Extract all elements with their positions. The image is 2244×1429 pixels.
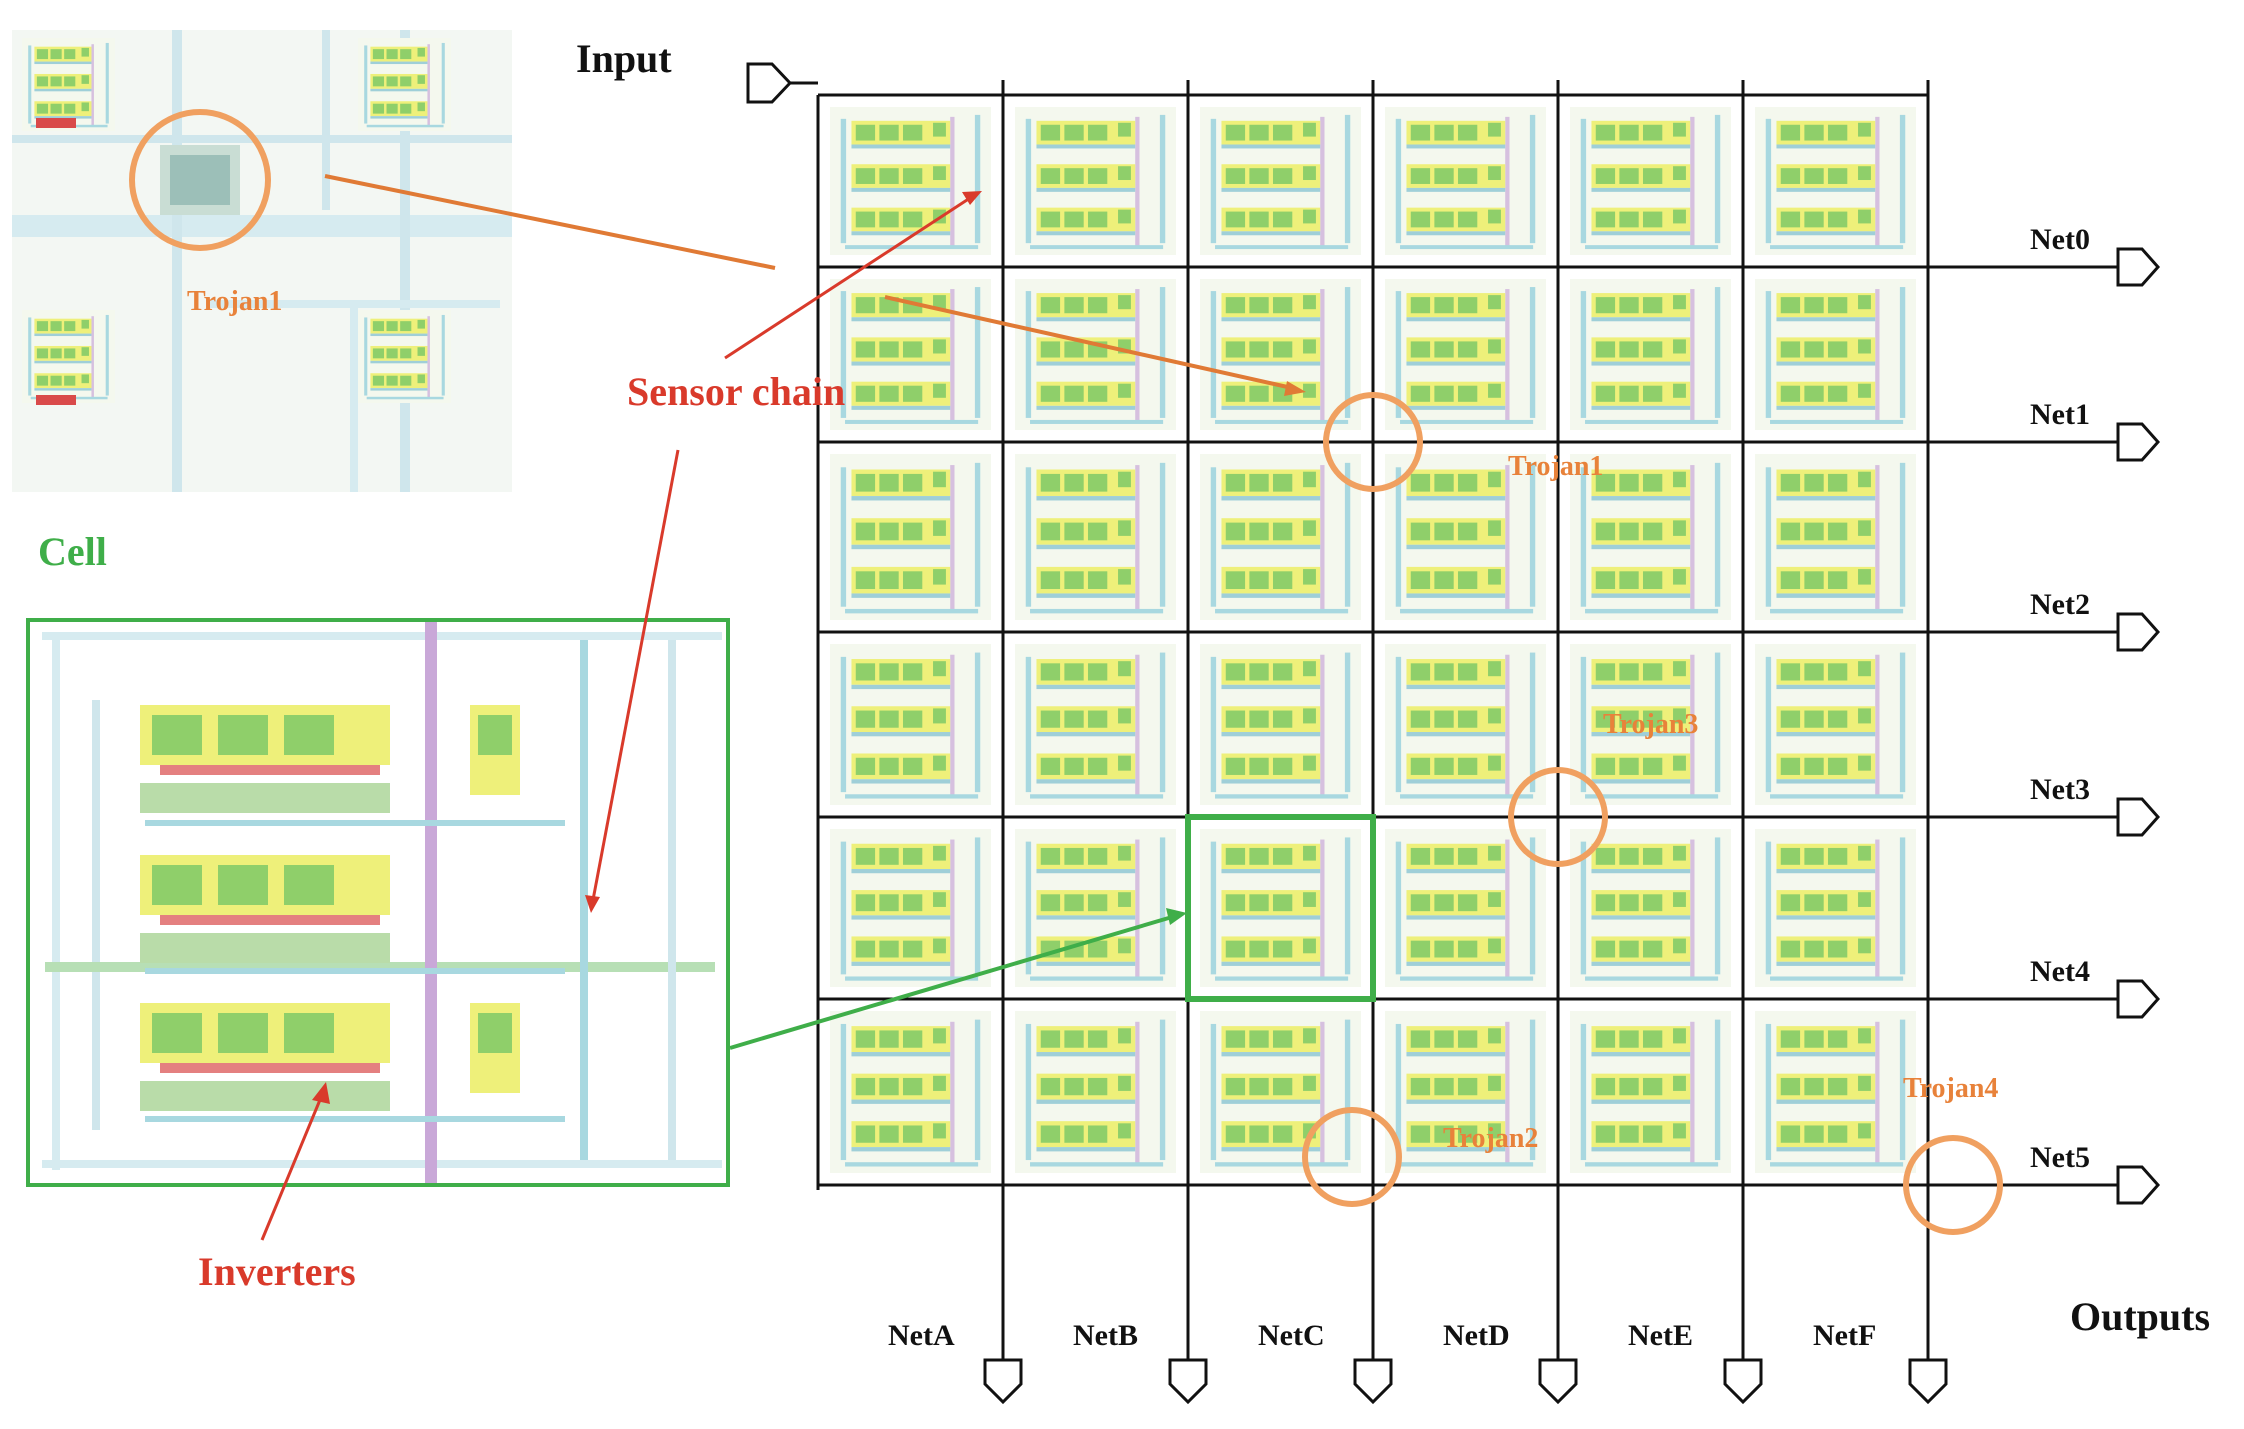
array-cell <box>1385 279 1546 430</box>
trojan3-label: Trojan3 <box>1603 709 1698 740</box>
highlighted-cell <box>1185 814 1376 1002</box>
array-cell <box>1015 107 1176 255</box>
output-net-label: NetE <box>1628 1319 1693 1352</box>
output-net-label: Net5 <box>2030 1141 2090 1174</box>
cell-label: Cell <box>38 529 107 574</box>
output-pin <box>1538 1358 1578 1405</box>
output-pin <box>1908 1358 1948 1405</box>
output-pin <box>2116 797 2161 837</box>
array-cell <box>1755 1011 1916 1173</box>
array-cell <box>1385 644 1546 805</box>
inset-trojan1-label: Trojan1 <box>187 286 282 317</box>
array-cell <box>1015 644 1176 805</box>
array-cell <box>1570 279 1731 430</box>
array-cell <box>830 107 991 255</box>
right-outputs: Net0 Net1 Net2 Net3 Net4 Net5 <box>2030 223 2161 1205</box>
array-cell <box>1200 829 1361 987</box>
array-cell <box>1570 107 1731 255</box>
array-cell <box>1015 829 1176 987</box>
array-cell <box>830 454 991 620</box>
cell-inverter-rows <box>140 705 520 1111</box>
bottom-outputs: NetA NetB NetC NetD NetE NetF <box>888 1319 1948 1405</box>
array-cell <box>1755 279 1916 430</box>
trojan4-circle <box>1903 1135 2003 1235</box>
output-net-label: Net0 <box>2030 223 2090 256</box>
inverters-arrow <box>260 1094 324 1241</box>
array-cell <box>1570 1011 1731 1173</box>
trojan2-label: Trojan2 <box>1443 1123 1538 1154</box>
trojan-inset-arrow-1 <box>324 174 776 270</box>
input-pin <box>746 62 793 104</box>
array-cell <box>1755 829 1916 987</box>
input-label: Input <box>576 36 672 81</box>
array-cell <box>830 1011 991 1173</box>
trojan-inset-arrow-2 <box>884 295 1293 390</box>
output-net-label: NetF <box>1813 1319 1876 1352</box>
output-pin <box>1353 1358 1393 1405</box>
inset-trojan1-circle <box>129 109 271 251</box>
output-pin <box>1723 1358 1763 1405</box>
array-cell <box>1570 829 1731 987</box>
inverters-arrowhead <box>312 1082 330 1104</box>
output-net-label: NetD <box>1443 1319 1510 1352</box>
sensor-chain-arrow-2 <box>591 449 680 901</box>
array-cell <box>1200 107 1361 255</box>
output-net-label: Net1 <box>2030 398 2090 431</box>
array-cell <box>1755 644 1916 805</box>
array-cell <box>1015 1011 1176 1173</box>
output-pin <box>2116 247 2161 287</box>
array-cell <box>1755 107 1916 255</box>
trojan3-circle <box>1508 767 1608 867</box>
output-pin <box>2116 422 2161 462</box>
outputs-label: Outputs <box>2070 1294 2210 1339</box>
cell-zoom <box>26 618 730 1187</box>
array-cell <box>1015 454 1176 620</box>
array-cell <box>1200 454 1361 620</box>
array-cell <box>1755 454 1916 620</box>
trojan1-label: Trojan1 <box>1508 451 1603 482</box>
output-net-label: Net3 <box>2030 773 2090 806</box>
inset-trojan-layout <box>12 30 512 492</box>
array-cell <box>1200 644 1361 805</box>
inverters-label: Inverters <box>198 1249 356 1294</box>
trojan4-label: Trojan4 <box>1903 1073 1998 1104</box>
output-pin <box>2116 612 2161 652</box>
output-pin <box>2116 979 2161 1019</box>
cell-arrow <box>729 915 1173 1050</box>
output-net-label: NetC <box>1258 1319 1325 1352</box>
array-cell <box>830 644 991 805</box>
array-cell <box>1385 829 1546 987</box>
sensor-chain-arrow-1 <box>724 196 971 360</box>
array-cell <box>1200 1011 1361 1173</box>
output-pin <box>983 1358 1023 1405</box>
array-cell <box>1200 279 1361 430</box>
array-cell <box>830 829 991 987</box>
output-net-label: NetB <box>1073 1319 1138 1352</box>
trojan2-circle <box>1302 1107 1402 1207</box>
sensor-chain-label: Sensor chain <box>627 369 845 414</box>
output-net-label: Net2 <box>2030 588 2090 621</box>
array-cell <box>1015 279 1176 430</box>
trojan1-circle <box>1323 392 1423 492</box>
output-net-label: NetA <box>888 1319 955 1352</box>
array-cell <box>1385 107 1546 255</box>
output-pin <box>1168 1358 1208 1405</box>
output-pin <box>2116 1165 2161 1205</box>
output-net-label: Net4 <box>2030 955 2090 988</box>
